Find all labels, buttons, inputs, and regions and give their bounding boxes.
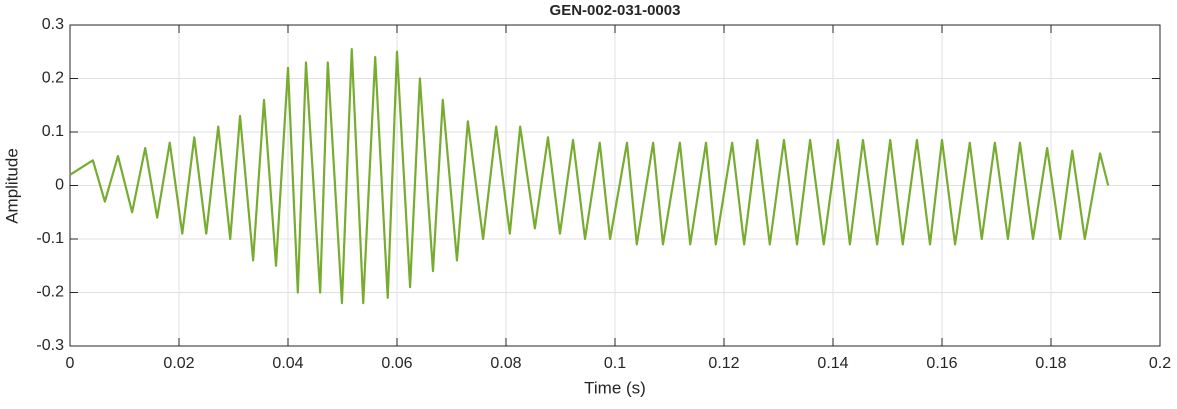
x-tick-label: 0.04 bbox=[272, 355, 303, 372]
y-tick-label: 0.1 bbox=[42, 123, 64, 140]
chart-title: GEN-002-031-0003 bbox=[550, 2, 681, 19]
x-axis-label: Time (s) bbox=[584, 378, 646, 397]
x-tick-label: 0.06 bbox=[381, 355, 412, 372]
y-tick-label: 0.3 bbox=[42, 16, 64, 33]
x-tick-label: 0.02 bbox=[163, 355, 194, 372]
x-tick-label: 0.08 bbox=[490, 355, 521, 372]
y-tick-label: -0.3 bbox=[36, 337, 64, 354]
plot-box bbox=[69, 24, 1161, 347]
y-axis-label: Amplitude bbox=[2, 148, 21, 224]
x-tick-label: 0.1 bbox=[604, 355, 626, 372]
x-tick-label: 0.16 bbox=[926, 355, 957, 372]
y-tick-label: 0 bbox=[55, 177, 64, 194]
x-tick-label: 0 bbox=[66, 355, 75, 372]
waveform-line bbox=[69, 47, 1110, 305]
y-tick-label: 0.2 bbox=[42, 70, 64, 87]
y-tick-label: -0.1 bbox=[36, 230, 64, 247]
x-tick-label: 0.2 bbox=[1149, 355, 1171, 372]
x-tick-label: 0.14 bbox=[817, 355, 848, 372]
x-tick-label: 0.18 bbox=[1035, 355, 1066, 372]
y-tick-label: -0.2 bbox=[36, 284, 64, 301]
x-tick-label: 0.12 bbox=[708, 355, 739, 372]
